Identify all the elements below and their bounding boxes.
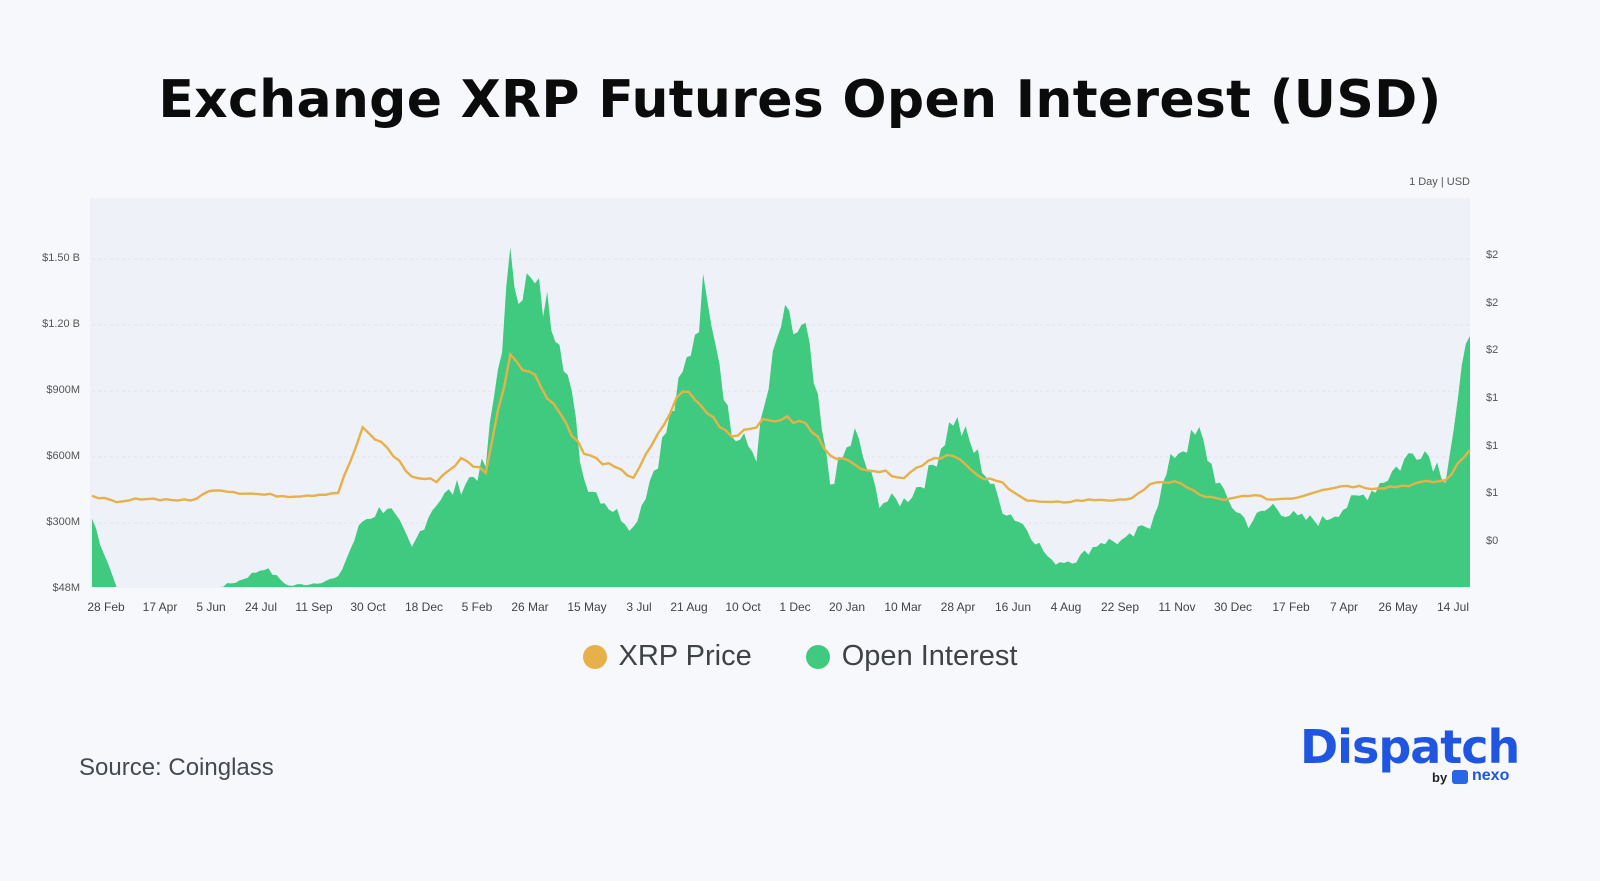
x-tick: 11 Sep	[295, 600, 333, 614]
xrp-price-line	[91, 351, 1471, 504]
y-left-tick: $48M	[52, 582, 80, 594]
legend: XRP Price Open Interest	[0, 640, 1600, 673]
x-tick: 14 Jul	[1436, 600, 1470, 614]
y-right-tick: $0	[1486, 535, 1499, 547]
y-right-tick: $1	[1486, 392, 1499, 404]
x-tick: 5 Jun	[196, 600, 226, 614]
dispatch-logo: Dispatch by nexo	[1300, 720, 1520, 800]
chart-title: Exchange XRP Futures Open Interest (USD)	[158, 70, 1442, 130]
x-tick: 15 May	[567, 600, 607, 614]
x-tick: 1 Dec	[779, 600, 811, 614]
y-left-tick: $600M	[46, 450, 80, 462]
x-tick: 3 Jul	[626, 600, 652, 614]
x-tick: 18 Dec	[404, 600, 444, 614]
x-tick: 11 Nov	[1158, 600, 1196, 614]
y-left-tick: $900M	[46, 384, 80, 396]
x-tick: 22 Sep	[1100, 600, 1140, 614]
legend-item-open-interest[interactable]: Open Interest	[805, 640, 1018, 673]
legend-label: XRP Price	[618, 640, 752, 672]
x-tick: 26 Mar	[511, 600, 549, 614]
x-tick: 20 Jan	[828, 600, 866, 614]
x-tick: 5 Feb	[461, 600, 493, 614]
x-tick: 7 Apr	[1329, 600, 1359, 614]
price-dot-icon	[582, 644, 607, 669]
y-left-tick: $300M	[46, 516, 80, 528]
logo-by: by	[1432, 770, 1448, 785]
x-tick: 4 Aug	[1050, 600, 1082, 614]
x-tick: 16 Jun	[994, 600, 1032, 614]
x-tick: 24 Jul	[244, 600, 278, 614]
logo-wordmark: Dispatch	[1300, 720, 1520, 774]
interval-label: 1 Day | USD	[1409, 176, 1470, 188]
x-tick: 10 Oct	[725, 600, 761, 614]
y-right-tick: $2	[1486, 297, 1499, 309]
y-right-tick: $2	[1486, 344, 1499, 356]
legend-label: Open Interest	[841, 640, 1018, 672]
y-left-tick: $1.20 B	[42, 318, 80, 330]
x-tick: 26 May	[1378, 600, 1418, 614]
source-note: Source: Coinglass	[79, 754, 274, 781]
y-right-tick: $1	[1486, 487, 1499, 499]
x-tick: 17 Apr	[142, 600, 178, 614]
logo-partner: nexo	[1472, 767, 1510, 784]
y-left-tick: $1.50 B	[42, 252, 80, 264]
nexo-icon	[1452, 770, 1468, 784]
legend-item-price[interactable]: XRP Price	[582, 640, 752, 673]
x-tick: 28 Apr	[940, 600, 976, 614]
x-tick: 30 Dec	[1213, 600, 1253, 614]
open-interest-dot-icon	[805, 644, 830, 669]
x-tick: 10 Mar	[884, 600, 922, 614]
y-right-tick: $2	[1486, 249, 1499, 261]
x-tick: 17 Feb	[1272, 600, 1310, 614]
x-tick: 30 Oct	[350, 600, 386, 614]
open-interest-area	[92, 247, 1470, 587]
x-tick: 21 Aug	[670, 600, 708, 614]
x-tick: 28 Feb	[87, 600, 125, 614]
y-right-tick: $1	[1486, 440, 1499, 452]
